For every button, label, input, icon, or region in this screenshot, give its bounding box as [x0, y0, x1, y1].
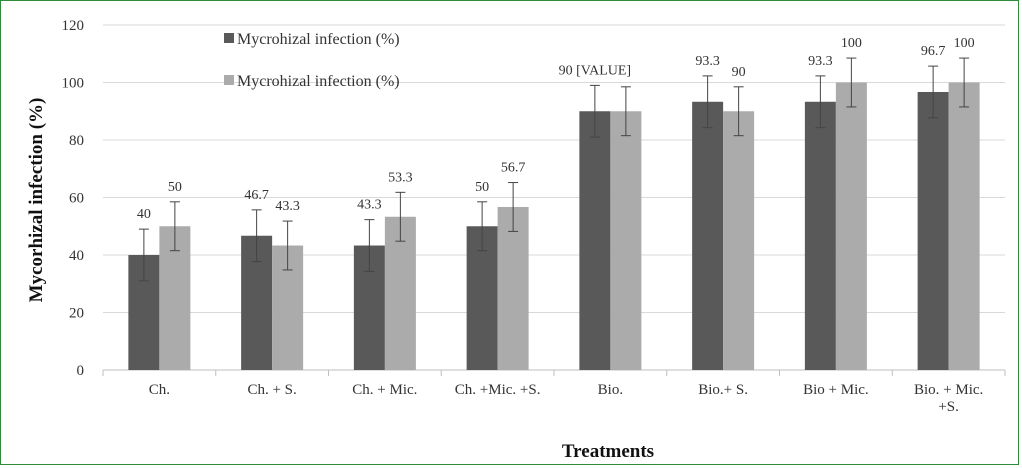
bar [692, 101, 724, 370]
legend: Mycrohizal infection (%) Mycrohizal infec… [224, 31, 400, 90]
data-label: 50 [168, 180, 182, 195]
x-tick-label: Ch. + S. [247, 382, 296, 398]
y-tick-label: 40 [69, 248, 84, 264]
y-tick-label: 20 [69, 306, 84, 322]
legend-swatch [224, 33, 234, 43]
x-tick-label: Ch. [149, 382, 170, 398]
y-tick-label: 0 [77, 363, 85, 379]
data-label: 56.7 [501, 161, 526, 176]
data-label: 100 [841, 36, 862, 51]
bar [835, 82, 867, 370]
y-axis-title: Mycorhizal infection (%) [26, 98, 47, 303]
bar [610, 111, 642, 370]
data-label: 96.7 [921, 44, 946, 59]
x-axis-ticks: Ch. Ch. + S. Ch. + Mic. Ch. +Mic. +S. Bio. Bi… [102, 370, 1006, 415]
data-label: 90 [VALUE] [559, 63, 631, 78]
y-axis-ticks: 0 20 40 60 80 100 120 [62, 18, 85, 379]
x-tick-label: Bio. + Mic. [914, 382, 983, 398]
bar [384, 216, 416, 370]
data-label: 40 [137, 207, 151, 222]
data-label: 93.3 [695, 54, 720, 69]
x-tick-label: +S. [938, 399, 959, 415]
data-label: 100 [954, 36, 975, 51]
data-label: 43.3 [357, 198, 382, 213]
x-tick-label: Bio. [598, 382, 623, 398]
bar [579, 111, 611, 370]
y-tick-label: 60 [69, 191, 84, 207]
legend-swatch [224, 75, 234, 85]
bar [948, 82, 980, 370]
y-tick-label: 80 [69, 133, 84, 149]
bar [497, 206, 529, 370]
y-tick-label: 120 [62, 18, 85, 34]
data-label: 90 [732, 65, 746, 80]
bar [723, 111, 755, 370]
bar [804, 101, 836, 370]
data-label: 53.3 [388, 170, 413, 185]
bar [917, 91, 949, 371]
x-tick-label: Ch. +Mic. +S. [455, 382, 541, 398]
data-label: 93.3 [808, 54, 833, 69]
data-labels: 40 46.7 43.3 50 90 [VALUE] 93.3 93.3 96.7 50 43.3… [137, 36, 975, 222]
data-label: 46.7 [244, 188, 269, 203]
legend-label: Mycrohizal infection (%) [237, 31, 400, 48]
data-label: 50 [475, 180, 489, 195]
x-tick-label: Ch. + Mic. [352, 382, 417, 398]
data-label: 43.3 [275, 199, 300, 214]
x-axis-title: Treatments [562, 441, 654, 462]
y-tick-label: 100 [62, 76, 85, 92]
x-tick-label: Bio.+ S. [698, 382, 748, 398]
bars [128, 82, 980, 371]
error-bars [138, 57, 970, 282]
x-tick-label: Bio + Mic. [803, 382, 869, 398]
legend-label: Mycrohizal infection (%) [237, 73, 400, 90]
